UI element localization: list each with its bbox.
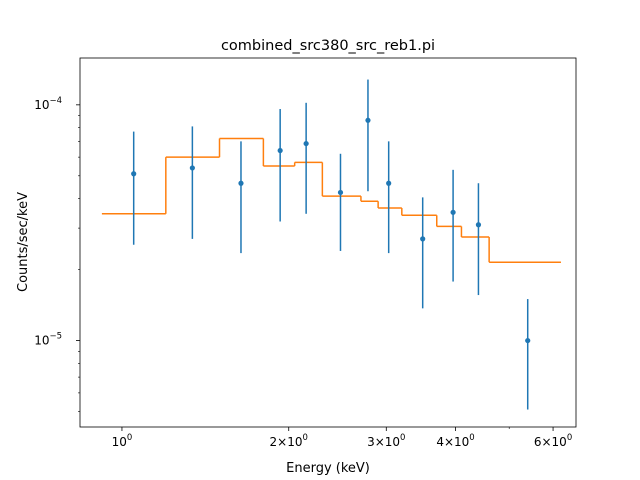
data-point [450, 209, 456, 215]
x-tick-label: 6×100 [534, 433, 572, 449]
data-point [420, 236, 426, 242]
axis-ticks: 100 2×100 3×100 4×100 6×100 10−4 10−5 [34, 96, 572, 449]
data-point [386, 180, 392, 186]
y-tick-label: 10−5 [34, 332, 62, 348]
data-point [238, 180, 244, 186]
data-point [189, 165, 195, 171]
chart-title: combined_src380_src_reb1.pi [221, 38, 435, 54]
axes-frame [79, 57, 577, 428]
x-tick-label: 100 [112, 433, 133, 449]
data-point [131, 171, 137, 177]
x-tick-label: 2×100 [270, 433, 308, 449]
plot-area [101, 79, 561, 410]
data-point [365, 117, 371, 123]
data-point [525, 337, 531, 344]
y-tick-label: 10−4 [34, 96, 62, 112]
data-point [337, 189, 344, 196]
x-axis-label: Energy (keV) [286, 461, 370, 476]
data-point [303, 140, 309, 147]
x-tick-label: 3×100 [367, 433, 405, 449]
data-point [277, 147, 283, 154]
data-point [475, 222, 482, 228]
y-axis-label: Counts/sec/keV [16, 192, 31, 292]
x-tick-label: 4×100 [436, 433, 474, 449]
